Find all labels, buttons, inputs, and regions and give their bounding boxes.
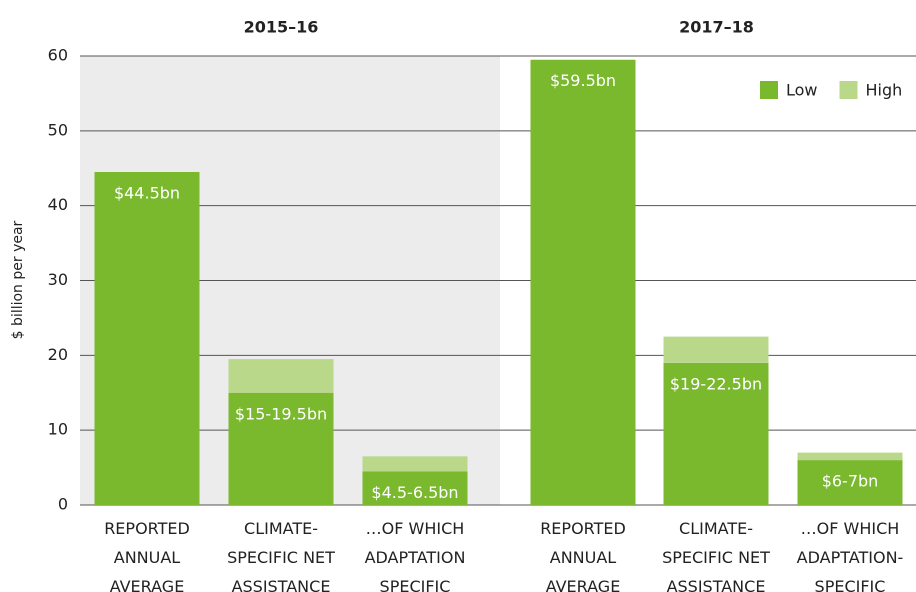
group-label: 2017–18 (679, 18, 754, 37)
x-tick-label: CLIMATE-SPECIFIC NET ASSISTANCE (227, 519, 335, 592)
y-tick-label: 10 (48, 420, 68, 439)
y-tick-label: 20 (48, 345, 68, 364)
data-label: $59.5bn (550, 71, 616, 90)
bar-segment (228, 392, 334, 505)
bar-segment (362, 456, 468, 472)
legend-swatch (839, 81, 858, 99)
bar-segment (94, 171, 200, 505)
data-label: $6-7bn (822, 472, 879, 491)
y-axis-label: $ billion per year (10, 220, 26, 339)
legend-label: High (866, 81, 903, 100)
bar-segment (530, 59, 636, 505)
bar-segment (797, 452, 903, 461)
data-label: $19-22.5bn (670, 374, 762, 393)
x-tick-label: CLIMATE-SPECIFIC NET ASSISTANCE (662, 519, 770, 592)
x-tick-label: …OF WHICH ADAPTATION-SPECIFIC (796, 519, 904, 592)
data-label: $4.5-6.5bn (371, 483, 458, 502)
bar-segment (362, 471, 468, 505)
legend-swatch (760, 81, 778, 99)
bar-segment (797, 460, 903, 505)
y-tick-label: 40 (48, 195, 68, 214)
bar-segment (663, 336, 769, 363)
group-label: 2015–16 (244, 18, 319, 37)
bar-segment (663, 362, 769, 505)
data-label: $15-19.5bn (235, 404, 327, 423)
x-tick-label: …OF WHICH ADAPTATION SPECIFIC (364, 519, 466, 592)
x-tick-label: REPORTED ANNUAL AVERAGE (540, 519, 626, 592)
data-label: $44.5bn (114, 183, 180, 202)
y-tick-label: 0 (58, 495, 68, 514)
bar-segment (228, 359, 334, 393)
y-tick-label: 60 (48, 46, 68, 65)
legend-label: Low (786, 81, 818, 100)
y-tick-label: 50 (48, 120, 68, 139)
y-tick-label: 30 (48, 270, 68, 289)
x-tick-label: REPORTED ANNUAL AVERAGE (104, 519, 190, 592)
